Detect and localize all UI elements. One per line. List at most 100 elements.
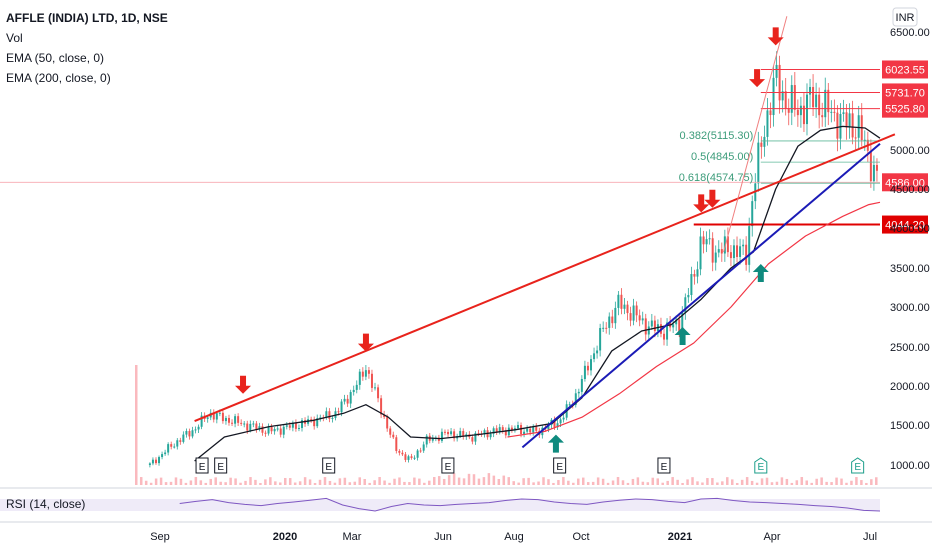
volume-bar — [442, 478, 446, 485]
price-tag[interactable] — [882, 60, 928, 79]
candle-body — [215, 413, 218, 420]
buy-arrow-icon[interactable] — [547, 434, 564, 453]
y-tick-label: 2500.00 — [890, 342, 930, 354]
x-tick-label: Oct — [572, 531, 589, 543]
volume-bar — [284, 477, 287, 485]
volume-bar — [820, 477, 823, 485]
candle-body — [267, 426, 270, 434]
candle-body — [164, 452, 167, 455]
sell-arrow-icon[interactable] — [767, 27, 784, 46]
volume-bar — [651, 477, 655, 485]
price-tag[interactable] — [882, 99, 928, 118]
sell-arrow-icon[interactable] — [693, 194, 710, 213]
buy-arrow-icon[interactable] — [752, 264, 769, 282]
earnings-marker[interactable]: E — [214, 457, 228, 474]
volume-bar — [343, 477, 347, 485]
trendline[interactable] — [521, 142, 881, 449]
candle-body — [690, 274, 693, 296]
ema200-line[interactable] — [507, 201, 881, 438]
sell-arrow-icon[interactable] — [357, 333, 374, 352]
candle-body — [401, 452, 404, 455]
y-tick-label: 5000.00 — [890, 145, 930, 157]
legend-symbol[interactable]: AFFLE (INDIA) LTD, 1D, NSE — [6, 11, 168, 25]
candle-body — [596, 350, 599, 354]
volume-bar — [393, 478, 396, 485]
trendline[interactable] — [194, 133, 896, 423]
candle-body — [678, 319, 681, 333]
earnings-marker[interactable]: E — [657, 457, 671, 474]
volume-bar — [775, 481, 779, 485]
candle-body — [231, 422, 234, 424]
candle-body — [352, 389, 355, 393]
main-pane[interactable]: 0.382(5115.30) 0.5(4845.00) 0.618(4574.75)… — [0, 16, 928, 485]
candle-body — [787, 108, 790, 113]
volume-bar — [199, 480, 203, 485]
sell-arrow-icon[interactable] — [704, 189, 721, 208]
volume-bar — [348, 482, 352, 485]
volume-bar — [755, 482, 759, 485]
rsi-legend-label[interactable]: RSI (14, close) — [6, 497, 85, 511]
candle-body — [340, 401, 343, 413]
candle-body — [404, 454, 407, 460]
earnings-marker[interactable]: E — [754, 457, 768, 474]
volume-bar — [269, 477, 272, 485]
price-tag[interactable] — [882, 173, 928, 192]
volume-bar — [517, 482, 520, 485]
x-tick-label: Jun — [434, 531, 452, 543]
x-tick-label: 2021 — [668, 531, 692, 543]
legend-volume[interactable]: Vol — [6, 31, 23, 45]
candle-body — [739, 246, 742, 257]
earnings-box — [441, 457, 455, 474]
earnings-marker[interactable]: E — [441, 457, 455, 474]
price-tag[interactable] — [882, 215, 928, 234]
candle-body — [760, 142, 763, 147]
candle-body — [562, 417, 565, 420]
volume-bar — [780, 477, 784, 485]
legend-ema200[interactable]: EMA (200, close, 0) — [6, 71, 111, 85]
earnings-marker[interactable]: E — [851, 457, 865, 474]
currency-badge[interactable]: INR — [892, 7, 918, 27]
volume-bar — [467, 473, 471, 485]
volume-bar — [487, 473, 491, 485]
volume-bar — [189, 480, 193, 485]
volume-bar — [810, 482, 813, 485]
rsi-pane[interactable] — [0, 487, 932, 523]
buy-arrow-icon[interactable] — [674, 327, 691, 345]
y-tick-label: 3000.00 — [890, 302, 930, 314]
price-tag[interactable] — [882, 83, 928, 102]
legend-ema50[interactable]: EMA (50, close, 0) — [6, 51, 104, 65]
sell-arrow-icon[interactable] — [235, 375, 252, 394]
earnings-marker[interactable]: E — [553, 457, 567, 474]
volume-bar — [616, 477, 620, 485]
candle-body — [875, 164, 878, 171]
candle-body — [370, 373, 373, 388]
candle-body — [796, 109, 799, 116]
candle-body — [711, 238, 714, 263]
volume-bar — [288, 478, 292, 485]
volume-bar — [239, 482, 242, 485]
candle-body — [188, 431, 191, 437]
candle-body — [857, 115, 860, 138]
candle-body — [815, 94, 818, 108]
volume-bar — [264, 479, 267, 485]
candle-body — [504, 430, 507, 436]
candle-body — [170, 444, 173, 447]
earnings-marker[interactable]: E — [322, 457, 336, 474]
volume-bar — [745, 477, 749, 485]
volume-bar — [274, 481, 277, 485]
candle-body — [416, 450, 419, 458]
candle-body — [696, 269, 699, 277]
candle-body — [647, 326, 650, 335]
earnings-marker[interactable]: E — [195, 457, 209, 474]
sell-arrow-icon[interactable] — [749, 69, 766, 88]
candle-body — [291, 422, 294, 428]
trendline[interactable] — [723, 16, 788, 253]
rsi-line[interactable] — [179, 497, 881, 512]
candle-body — [325, 411, 328, 418]
volume-bar — [572, 482, 575, 485]
candle-body — [684, 297, 687, 313]
volume-bar — [691, 477, 694, 485]
candle-body — [249, 423, 252, 431]
volume-bar — [502, 475, 506, 485]
candle-body — [194, 429, 197, 431]
